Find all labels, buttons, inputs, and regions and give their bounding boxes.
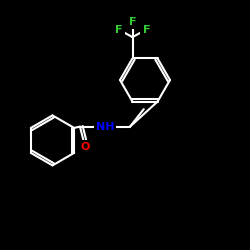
Text: F: F <box>142 24 150 34</box>
Text: NH: NH <box>96 122 114 132</box>
Text: O: O <box>80 142 90 152</box>
Text: F: F <box>115 24 122 34</box>
Text: F: F <box>129 17 136 27</box>
